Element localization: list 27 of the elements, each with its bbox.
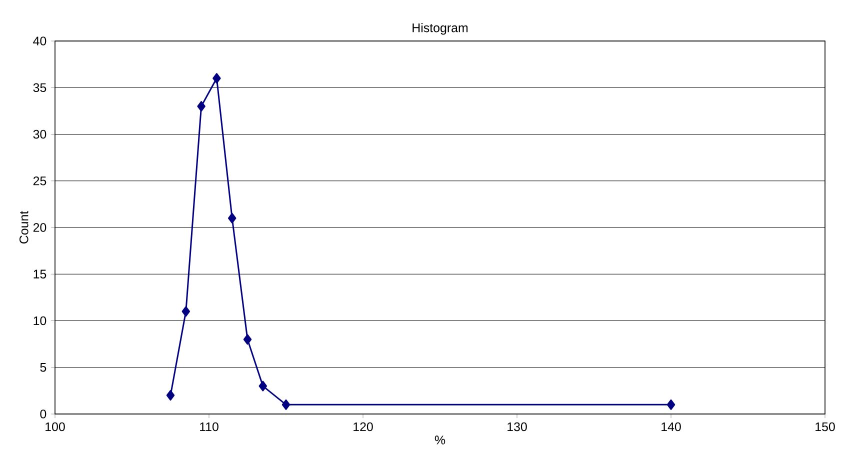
point — [666, 399, 676, 410]
y-tick-label: 15 — [34, 270, 46, 278]
point — [182, 306, 190, 317]
point — [258, 380, 268, 392]
x-tick-label: 130 — [508, 422, 527, 432]
x-tick-label: 120 — [354, 422, 373, 432]
y-axis-title: Count — [19, 210, 28, 244]
point — [212, 73, 221, 84]
y-tick-label: 40 — [33, 36, 46, 46]
x-tick-label: 140 — [662, 422, 681, 432]
point — [282, 399, 290, 410]
y-tick-label: 5 — [40, 363, 46, 372]
point — [243, 334, 252, 345]
point — [197, 101, 206, 112]
y-tick-label: 20 — [33, 223, 46, 232]
x-tick-label: 150 — [816, 422, 835, 432]
y-tick-label: 0 — [40, 410, 46, 418]
y-tick-label: 30 — [33, 130, 46, 139]
chart-title: Histogram — [412, 23, 468, 35]
x-tick-label: 110 — [200, 422, 218, 432]
point — [228, 212, 236, 224]
y-tick-label: 10 — [34, 316, 46, 326]
x-tick-label: 100 — [46, 422, 65, 432]
y-tick-label: 25 — [33, 176, 46, 186]
x-axis-title: % — [434, 436, 446, 444]
y-tick-label: 35 — [33, 83, 46, 92]
point — [166, 390, 175, 401]
